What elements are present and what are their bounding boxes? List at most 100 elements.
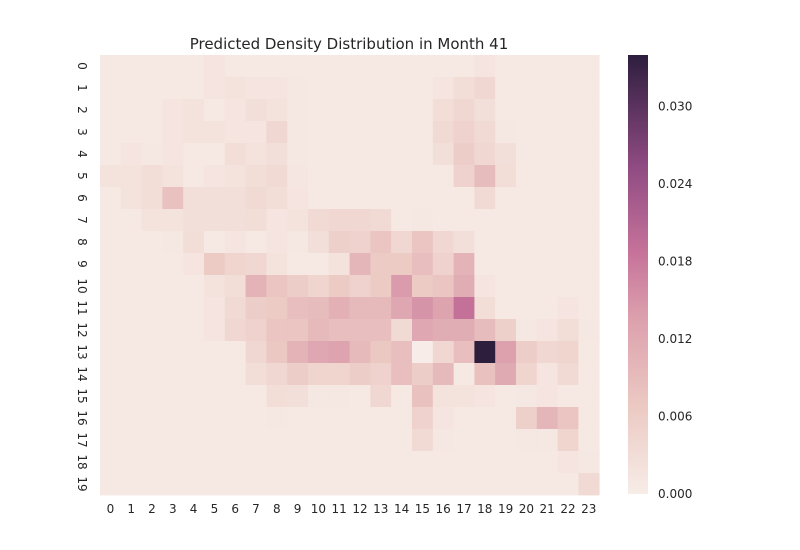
heatmap-cell <box>308 407 330 430</box>
heatmap-cell <box>495 143 517 166</box>
y-tick-label: 10 <box>75 278 89 293</box>
y-tick-label: 12 <box>75 322 89 337</box>
heatmap-cell <box>328 297 350 320</box>
heatmap-cell <box>120 253 142 276</box>
heatmap-cell <box>578 231 600 254</box>
heatmap-cell <box>266 407 288 430</box>
heatmap-cell <box>578 385 600 408</box>
heatmap-cell <box>224 363 246 386</box>
heatmap-cell <box>266 451 288 474</box>
heatmap-cell <box>162 77 184 100</box>
heatmap-cell <box>224 231 246 254</box>
heatmap-cell <box>287 187 309 210</box>
heatmap-cell <box>370 407 392 430</box>
heatmap-cell <box>245 297 267 320</box>
heatmap-cell <box>308 99 330 122</box>
heatmap-cell <box>224 77 246 100</box>
heatmap-cell <box>391 209 413 232</box>
heatmap-cell <box>516 473 538 496</box>
heatmap-cell <box>308 297 330 320</box>
heatmap-cell <box>120 319 142 342</box>
heatmap-cell <box>412 429 434 452</box>
heatmap-cell <box>100 429 122 452</box>
heatmap-cell <box>453 341 475 364</box>
colorbar-tick-label: 0.000 <box>658 487 692 501</box>
heatmap-cell <box>516 231 538 254</box>
heatmap-cell <box>370 77 392 100</box>
heatmap-cell <box>224 99 246 122</box>
heatmap-cell <box>495 407 517 430</box>
heatmap-cell <box>349 385 371 408</box>
heatmap-cell <box>141 429 163 452</box>
heatmap-cell <box>432 143 454 166</box>
heatmap-cell <box>100 407 122 430</box>
heatmap-cell <box>349 231 371 254</box>
y-tick-label: 6 <box>75 194 89 202</box>
heatmap-cell <box>557 77 579 100</box>
heatmap-cell <box>412 143 434 166</box>
heatmap-cell <box>578 407 600 430</box>
heatmap-cell <box>328 55 350 78</box>
heatmap-cell <box>204 209 226 232</box>
x-tick-label: 17 <box>456 502 471 516</box>
heatmap-cell <box>141 275 163 298</box>
x-tick-label: 16 <box>436 502 451 516</box>
heatmap-cell <box>120 231 142 254</box>
heatmap-cell <box>516 187 538 210</box>
heatmap-cell <box>120 363 142 386</box>
heatmap-cell <box>120 55 142 78</box>
heatmap-cell <box>349 275 371 298</box>
heatmap-cell <box>516 363 538 386</box>
heatmap-cell <box>266 77 288 100</box>
heatmap-cell <box>578 165 600 188</box>
heatmap-cell <box>412 275 434 298</box>
heatmap-cell <box>266 275 288 298</box>
colorbar-tick-label: 0.012 <box>658 332 692 346</box>
heatmap-cell <box>141 165 163 188</box>
heatmap-cell <box>391 143 413 166</box>
heatmap-cell <box>162 253 184 276</box>
heatmap-cell <box>204 319 226 342</box>
heatmap-cell <box>453 99 475 122</box>
heatmap-cell <box>370 429 392 452</box>
chart-title: Predicted Density Distribution in Month … <box>190 35 509 53</box>
heatmap-cell <box>287 451 309 474</box>
heatmap-cell <box>557 429 579 452</box>
heatmap-cell <box>245 451 267 474</box>
heatmap-cell <box>516 407 538 430</box>
heatmap-cell <box>391 121 413 144</box>
heatmap-cell <box>141 77 163 100</box>
heatmap-cell <box>100 121 122 144</box>
heatmap-cell <box>245 385 267 408</box>
heatmap-cell <box>412 187 434 210</box>
heatmap-cell <box>120 451 142 474</box>
heatmap-cell <box>516 253 538 276</box>
heatmap-cell <box>100 363 122 386</box>
heatmap-cell <box>100 297 122 320</box>
heatmap-cell <box>141 143 163 166</box>
heatmap-cell <box>453 231 475 254</box>
heatmap-cell <box>536 209 558 232</box>
heatmap-cell <box>287 385 309 408</box>
heatmap-cell <box>183 99 205 122</box>
heatmap-cell <box>100 275 122 298</box>
heatmap-cell <box>349 451 371 474</box>
heatmap-cell <box>224 407 246 430</box>
heatmap-cell <box>308 121 330 144</box>
heatmap-cell <box>516 275 538 298</box>
heatmap-cell <box>245 121 267 144</box>
y-tick-label: 11 <box>75 300 89 315</box>
heatmap-cell <box>536 319 558 342</box>
heatmap-cell <box>204 363 226 386</box>
heatmap-cell <box>100 319 122 342</box>
heatmap-cell <box>412 407 434 430</box>
heatmap-cell <box>245 187 267 210</box>
heatmap-cell <box>308 55 330 78</box>
heatmap-cell <box>536 429 558 452</box>
heatmap-cell <box>328 231 350 254</box>
heatmap-cell <box>204 55 226 78</box>
heatmap-cell <box>204 143 226 166</box>
heatmap-cell <box>432 99 454 122</box>
heatmap-cell <box>495 253 517 276</box>
heatmap-cell <box>308 451 330 474</box>
